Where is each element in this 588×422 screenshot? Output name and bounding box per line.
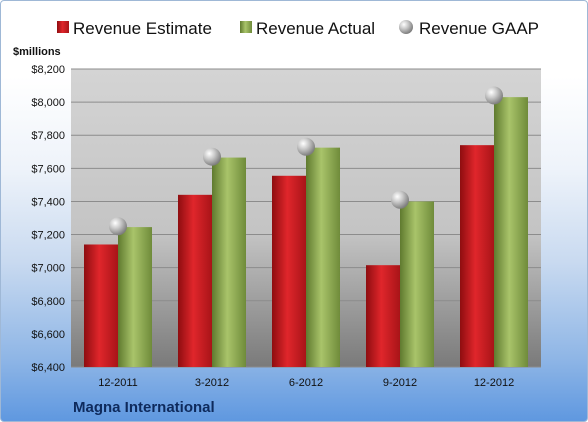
y-tick-label: $7,200 <box>31 230 65 242</box>
y-tick-label: $8,200 <box>31 64 65 76</box>
x-tick-label: 12-2011 <box>98 377 138 389</box>
gaap-marker <box>203 147 221 166</box>
bar-estimate <box>366 265 400 367</box>
legend: Revenue Estimate Revenue Actual Revenue … <box>57 19 539 38</box>
gaap-markers <box>109 86 503 236</box>
legend-swatch-gaap <box>399 20 413 34</box>
legend-label-actual: Revenue Actual <box>256 19 375 38</box>
x-tick-label: 3-2012 <box>195 377 229 389</box>
x-tick-label: 6-2012 <box>289 377 323 389</box>
bar-actual <box>118 227 152 367</box>
bar-actual <box>400 201 434 367</box>
legend-swatch-actual <box>240 21 252 33</box>
bar-actual <box>212 157 246 367</box>
bar-estimate <box>272 175 306 367</box>
bar-actual <box>306 147 340 367</box>
gaap-marker <box>297 137 315 156</box>
bar-actual <box>494 97 528 368</box>
y-axis-unit-label: $millions <box>13 46 61 58</box>
y-tick-label: $7,000 <box>31 263 65 275</box>
legend-swatch-estimate <box>57 21 69 33</box>
bar-estimate <box>460 145 494 367</box>
gaap-marker <box>109 217 127 236</box>
bar-estimate <box>178 194 212 367</box>
gaap-marker <box>485 86 503 105</box>
y-tick-label: $6,400 <box>31 362 65 374</box>
legend-label-estimate: Revenue Estimate <box>73 19 212 38</box>
y-tick-label: $7,400 <box>31 196 65 208</box>
company-name: Magna International <box>73 399 215 416</box>
bars <box>84 97 528 368</box>
x-tick-label: 12-2012 <box>474 377 514 389</box>
y-tick-label: $6,800 <box>31 296 65 308</box>
bar-estimate <box>84 244 118 367</box>
legend-label-gaap: Revenue GAAP <box>419 19 539 38</box>
y-tick-label: $8,000 <box>31 97 65 109</box>
x-tick-label: 9-2012 <box>383 377 417 389</box>
y-tick-label: $6,600 <box>31 329 65 341</box>
x-tick-labels: 12-2011 3-2012 6-2012 9-2012 12-2012 <box>98 377 514 389</box>
y-tick-label: $7,800 <box>31 130 65 142</box>
gaap-marker <box>391 190 409 209</box>
y-tick-labels: $6,400 $6,600 $6,800 $7,000 $7,200 $7,400 $7,6… <box>31 64 65 374</box>
y-tick-label: $7,600 <box>31 163 65 175</box>
